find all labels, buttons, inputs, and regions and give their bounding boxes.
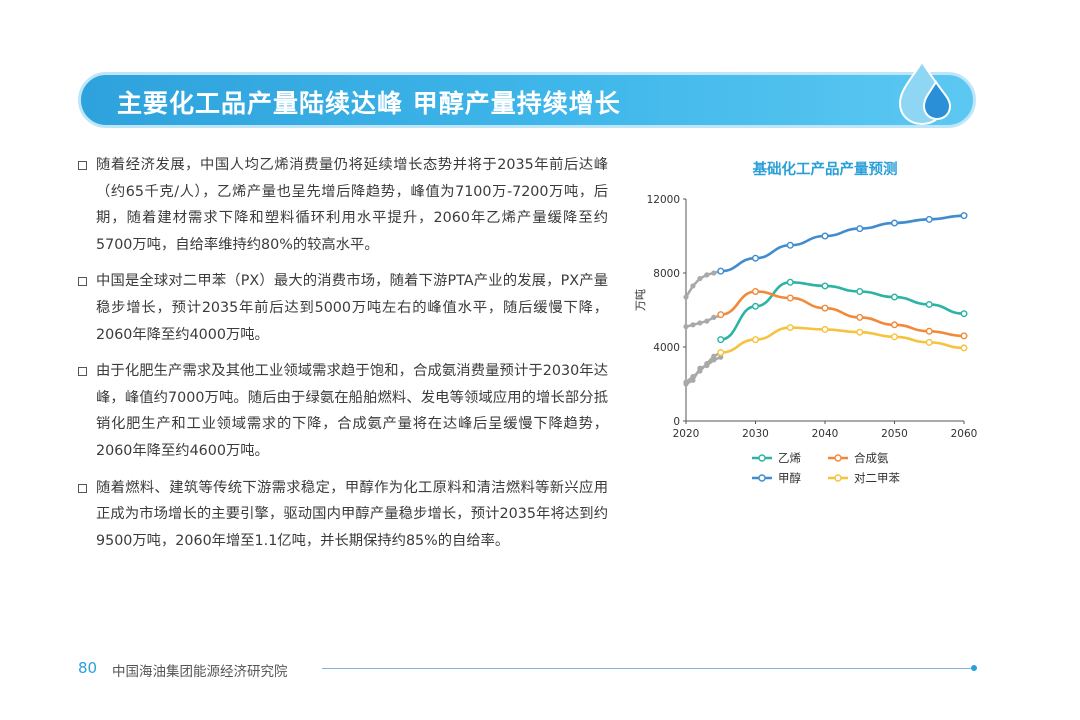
- x-tick-label: 2050: [881, 428, 908, 440]
- series-point: [717, 336, 725, 344]
- bullet-item-px: 中国是全球对二甲苯（PX）最大的消费市场，随着下游PTA产业的发展，PX产量稳步…: [78, 268, 608, 348]
- series-point: [717, 311, 725, 319]
- checkbox-bullet-icon: [78, 483, 87, 493]
- legend-swatch-dot: [758, 454, 766, 462]
- y-axis-label: 万吨: [634, 289, 647, 311]
- history-point: [690, 374, 696, 380]
- history-point: [697, 275, 703, 282]
- series-point: [960, 332, 968, 340]
- bullet-text: 随着经济发展，中国人均乙烯消费量仍将延续增长态势并将于2035年前后达峰（约65…: [96, 157, 608, 253]
- series-point: [960, 310, 968, 318]
- bullet-text: 由于化肥生产需求及其他工业领域需求趋于饱和，合成氨消费量预计于2030年达峰，峰…: [96, 363, 608, 459]
- bullet-item-ethylene: 随着经济发展，中国人均乙烯消费量仍将延续增长态势并将于2035年前后达峰（约65…: [78, 152, 608, 258]
- chart-title: 基础化工产品产量预测: [752, 162, 898, 178]
- series-point: [891, 333, 899, 341]
- history-point: [704, 361, 710, 367]
- y-tick-label: 12000: [647, 194, 680, 206]
- history-point: [683, 379, 689, 385]
- series-point: [856, 328, 864, 336]
- page-number: 80: [78, 659, 98, 677]
- legend-label: 合成氨: [854, 451, 889, 465]
- history-point: [683, 294, 689, 300]
- x-tick-label: 2020: [673, 428, 700, 440]
- x-tick-label: 2030: [742, 428, 769, 440]
- legend-label: 甲醇: [778, 471, 801, 485]
- x-tick-label: 2060: [951, 428, 978, 440]
- history-point: [690, 283, 696, 289]
- bullet-text: 中国是全球对二甲苯（PX）最大的消费市场，随着下游PTA产业的发展，PX产量稳步…: [96, 273, 608, 343]
- y-tick-label: 4000: [653, 342, 680, 354]
- checkbox-bullet-icon: [78, 161, 87, 170]
- series-point: [925, 215, 933, 223]
- series-point: [960, 344, 968, 352]
- series-point: [925, 338, 933, 346]
- page-title: 主要化工品产量陆续达峰 甲醇产量持续增长: [117, 89, 621, 118]
- series-point: [856, 313, 864, 321]
- footer-dot: [971, 665, 977, 671]
- series-point: [786, 324, 794, 332]
- series-line-甲醇: [720, 214, 965, 273]
- legend-swatch-dot: [834, 454, 842, 462]
- history-point: [711, 353, 717, 359]
- series-line-对二甲苯: [720, 326, 965, 354]
- water-drop-icon: [892, 58, 960, 128]
- footer-organization: 中国海油集团能源经济研究院: [112, 664, 288, 680]
- series-point: [786, 241, 794, 249]
- checkbox-bullet-icon: [78, 367, 87, 377]
- series-point: [891, 321, 899, 329]
- history-point: [690, 322, 696, 328]
- series-line-合成氨: [720, 290, 965, 338]
- bullet-list: 随着经济发展，中国人均乙烯消费量仍将延续增长态势并将于2035年前后达峰（约65…: [78, 152, 608, 564]
- history-point: [683, 324, 689, 330]
- series-point: [856, 287, 864, 295]
- series-point: [960, 212, 968, 220]
- history-point: [697, 320, 703, 326]
- y-tick-label: 0: [673, 416, 680, 428]
- series-point: [891, 293, 899, 301]
- checkbox-bullet-icon: [78, 277, 87, 287]
- bullet-item-methanol: 随着燃料、建筑等传统下游需求稳定，甲醇作为化工原料和清洁燃料等新兴应用正成为市场…: [78, 475, 608, 555]
- y-tick-label: 8000: [653, 268, 680, 280]
- series-point: [821, 232, 829, 240]
- footer-divider: [322, 668, 972, 669]
- section-title-banner: 主要化工品产量陆续达峰 甲醇产量持续增长: [78, 72, 976, 128]
- legend-swatch-dot: [834, 474, 842, 482]
- history-point: [704, 272, 710, 278]
- series-point: [751, 287, 759, 295]
- series-point: [925, 300, 933, 308]
- history-point: [711, 270, 717, 276]
- history-point: [711, 314, 717, 320]
- x-tick-label: 2040: [812, 428, 839, 440]
- series-point: [891, 219, 899, 227]
- series-point: [751, 254, 759, 262]
- legend-label: 对二甲苯: [854, 471, 900, 485]
- history-point: [718, 354, 724, 360]
- series-point: [821, 325, 829, 333]
- series-point: [751, 336, 759, 344]
- series-point: [751, 302, 759, 310]
- bullet-text: 随着燃料、建筑等传统下游需求稳定，甲醇作为化工原料和清洁燃料等新兴应用正成为市场…: [96, 479, 608, 549]
- series-point: [856, 225, 864, 233]
- history-point: [704, 318, 710, 324]
- history-point: [697, 368, 703, 374]
- series-point: [821, 304, 829, 312]
- series-point: [786, 278, 794, 286]
- series-point: [717, 267, 725, 275]
- series-point: [821, 282, 829, 290]
- series-point: [717, 349, 725, 357]
- bullet-item-ammonia: 由于化肥生产需求及其他工业领域需求趋于饱和，合成氨消费量预计于2030年达峰，峰…: [78, 358, 608, 464]
- series-point: [786, 294, 794, 302]
- legend-swatch-dot: [758, 474, 766, 482]
- legend-label: 乙烯: [778, 451, 801, 465]
- series-point: [925, 327, 933, 335]
